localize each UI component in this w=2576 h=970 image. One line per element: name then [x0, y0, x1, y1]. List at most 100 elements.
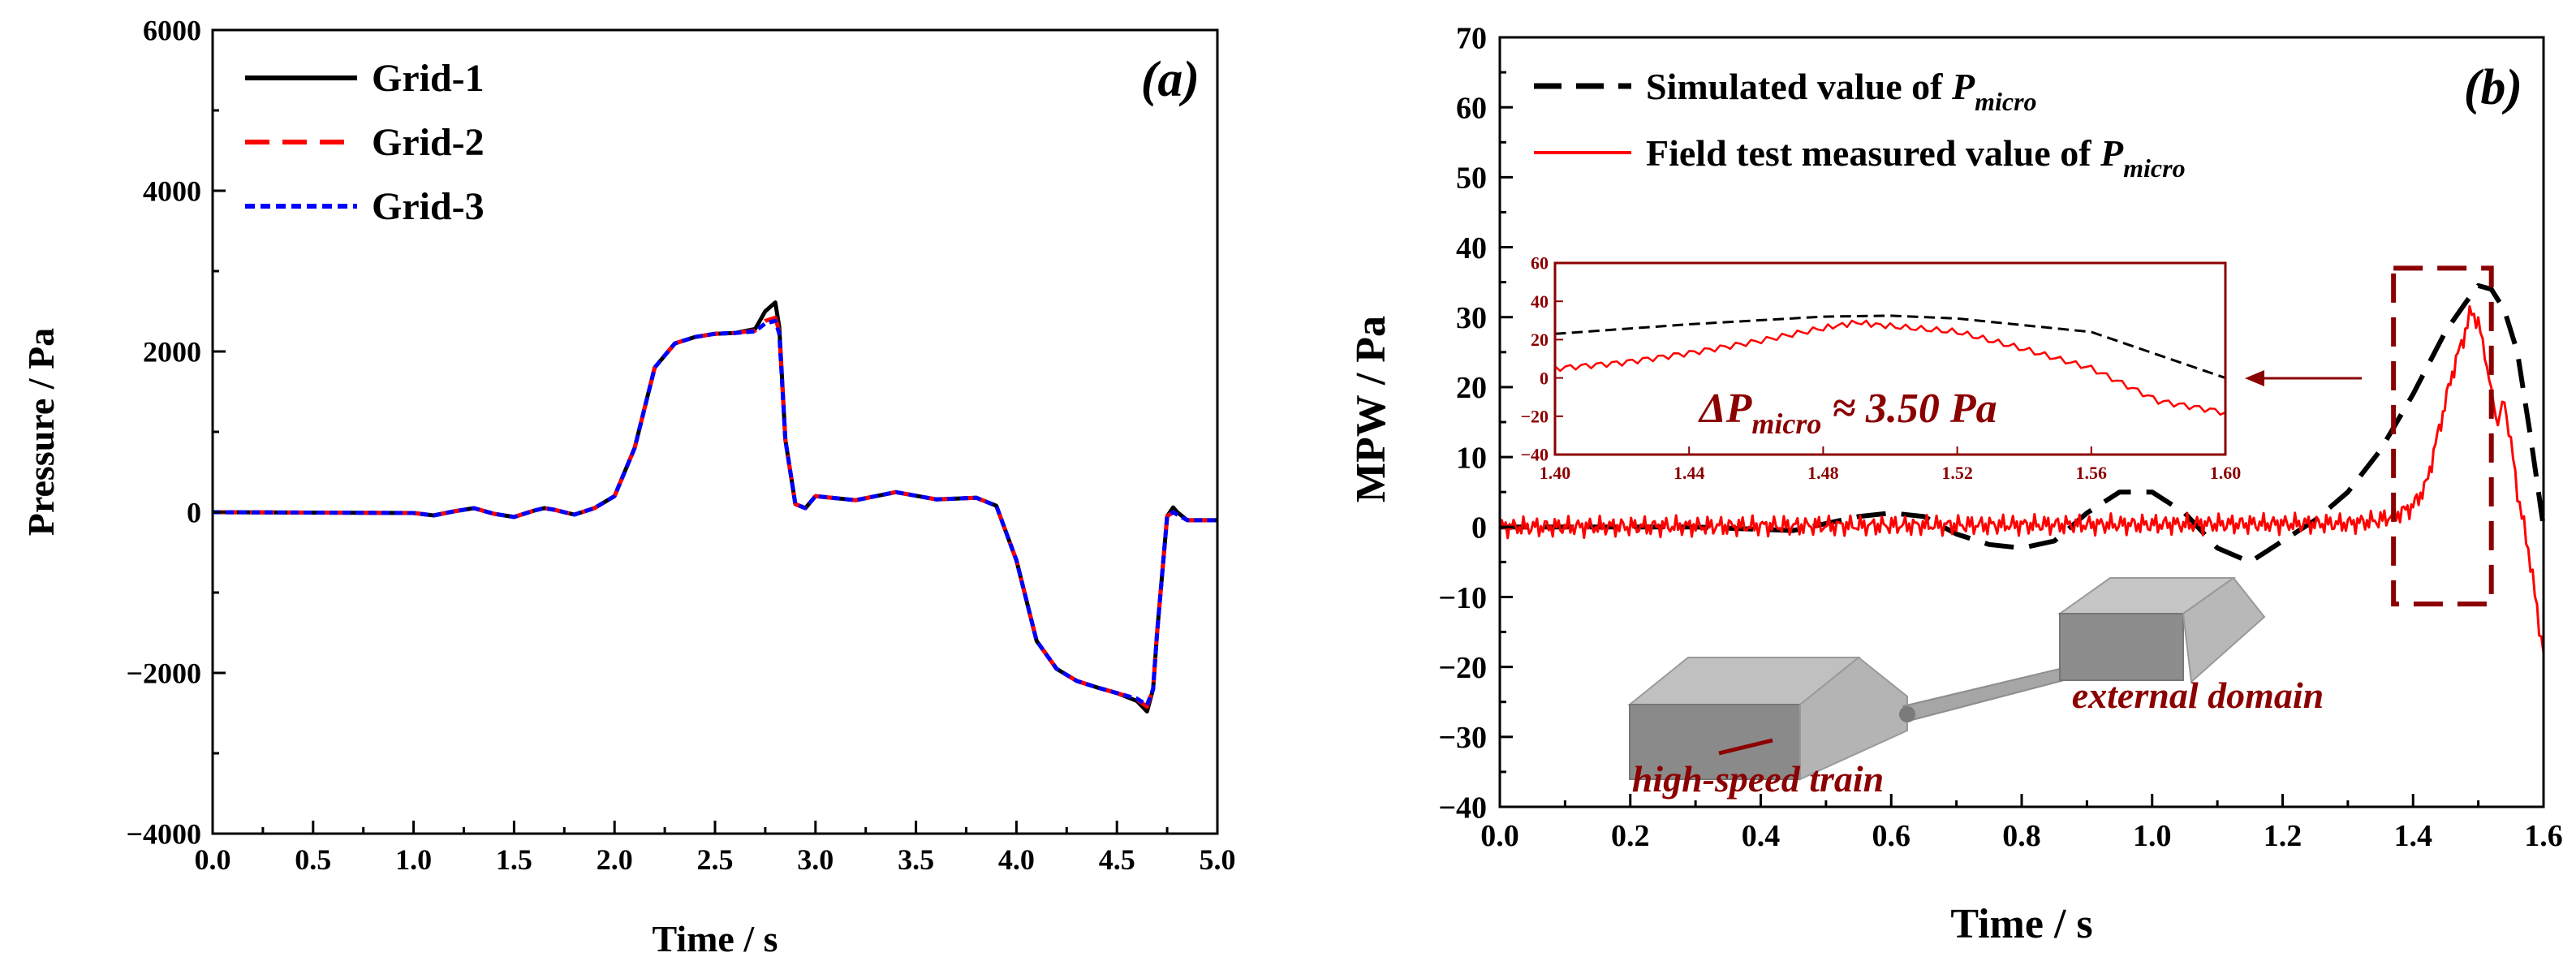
- legend-entry-grid-3: Grid-3: [245, 185, 485, 228]
- panel-a-y-tick-label: 0: [187, 497, 201, 529]
- panel-a-x-tick-label: 4.0: [998, 843, 1035, 876]
- inset-zoom-chart: 1.40 1.44 1.48 1.52 1.56 1.60 −40 −20 0 20 40 60 Δ…: [1520, 253, 2241, 483]
- panel-a-y-tick-label: 2000: [143, 336, 201, 369]
- panel-a-label: (a): [1141, 52, 1200, 107]
- legend-entry-grid-2: Grid-2: [245, 121, 485, 164]
- panel-b-y-axis-label: MPW / Pa: [1348, 316, 1394, 502]
- panel-b-y-tick-label: 0: [1471, 511, 1487, 545]
- panel-a-y-tick-label: 4000: [143, 175, 201, 208]
- panel-a-x-tick-label: 2.5: [697, 843, 734, 876]
- inset-y-tick-label: 40: [1531, 291, 1549, 312]
- panel-b-x-tick-label: 1.6: [2524, 819, 2563, 853]
- panel-b-x-tick-label: 1.0: [2133, 819, 2172, 853]
- panel-a-x-tick-label: 0.5: [295, 843, 331, 876]
- legend-entry-grid-1: Grid-1: [245, 57, 485, 100]
- panel-b-y-tick-label: −40: [1438, 791, 1487, 825]
- panel-b-x-tick-label: 0.8: [2002, 819, 2041, 853]
- panel-a-x-tick-label: 1.0: [395, 843, 432, 876]
- panel-b-y-tick-label: 30: [1456, 301, 1487, 335]
- panel-a-x-axis-label: Time / s: [652, 918, 778, 959]
- panel-b-x-tick-label: 0.6: [1872, 819, 1911, 853]
- panel-b-legend: Simulated value of Pmicro Field test mea…: [1534, 66, 2186, 183]
- tunnel-entrance: [1899, 706, 1915, 722]
- panel-a-x-tick-label: 3.5: [898, 843, 934, 876]
- inset-pointer-arrow: [2245, 370, 2362, 386]
- panel-b-x-tick-label: 1.4: [2394, 819, 2433, 853]
- high-speed-train-label: high-speed train: [1632, 758, 1885, 800]
- panel-a-y-axis-ticks: −4000 −2000 0 2000 4000 6000: [126, 15, 226, 851]
- panel-a-x-tick-label: 1.5: [496, 843, 532, 876]
- inset-series-line-1: [1554, 319, 2226, 416]
- zoom-region-box: [2391, 265, 2494, 607]
- inset-y-tick-label: 20: [1531, 330, 1549, 350]
- inset-delta-annotation: ΔPmicro ≈ 3.50 Pa: [1698, 386, 1997, 440]
- panel-b-series: [1498, 282, 2546, 653]
- panel-a-series-line-0: [212, 300, 1217, 713]
- inset-series-line-0: [1554, 314, 2226, 380]
- inset-x-tick-label: 1.48: [1807, 463, 1839, 483]
- panel-b-y-tick-label: −30: [1438, 721, 1487, 755]
- legend-entry-simulated: Simulated value of Pmicro: [1534, 66, 2037, 116]
- external-domain-front: [2059, 613, 2184, 681]
- panel-a-legend: Grid-1 Grid-2 Grid-3: [245, 57, 485, 228]
- inset-y-tick-label: 0: [1540, 368, 1549, 388]
- panel-b-x-axis-ticks: 0.0 0.2 0.4 0.6 0.8 1.0 1.2 1.4 1.6: [1480, 794, 2563, 853]
- inset-x-tick-label: 1.56: [2076, 463, 2108, 483]
- panel-b-series-line-0: [1500, 282, 2546, 565]
- panel-a-y-tick-label: −2000: [126, 657, 201, 690]
- panel-b-series-line-1: [1498, 305, 2545, 653]
- inset-y-tick-label: −40: [1520, 445, 1549, 465]
- panel-a-x-tick-label: 2.0: [597, 843, 633, 876]
- panel-a-y-tick-label: −4000: [126, 818, 201, 851]
- inset-x-tick-label: 1.52: [1941, 463, 1973, 483]
- panel-b-y-axis-ticks: −40 −30 −20 −10 0 10 20 30 40 50 60 70: [1438, 21, 1513, 825]
- panel-a-x-tick-label: 0.0: [195, 843, 231, 876]
- legend-label-grid-1: Grid-1: [372, 57, 485, 100]
- legend-label-grid-3: Grid-3: [372, 185, 485, 228]
- legend-entry-field-test: Field test measured value of Pmicro: [1534, 132, 2186, 183]
- x-axis-label-text: Time / s: [1950, 901, 2092, 947]
- panel-b-y-tick-label: 20: [1456, 371, 1487, 405]
- panel-b-x-tick-label: 1.2: [2264, 819, 2302, 853]
- panel-b-y-tick-label: 50: [1456, 162, 1487, 196]
- panel-b-x-tick-label: 0.2: [1611, 819, 1650, 853]
- panel-b-x-tick-label: 0.4: [1742, 819, 1781, 853]
- panel-b-x-tick-label: 0.0: [1480, 819, 1519, 853]
- inset-series: [1554, 314, 2226, 416]
- inset-y-tick-label: −20: [1520, 407, 1549, 427]
- panel-b-y-tick-label: 40: [1456, 231, 1487, 265]
- legend-label-grid-2: Grid-2: [372, 121, 485, 164]
- inset-frame: [1553, 261, 2227, 456]
- panel-a-x-tick-label: 3.0: [797, 843, 834, 876]
- inset-x-axis-ticks: 1.40 1.44 1.48 1.52 1.56 1.60: [1540, 446, 2242, 483]
- panel-b: high-speed train external domain 0.0 0.2 0…: [1348, 21, 2563, 947]
- external-domain-side: [2182, 576, 2266, 684]
- panel-b-y-tick-label: 60: [1456, 91, 1487, 125]
- panel-a-y-tick-label: 6000: [143, 15, 201, 47]
- inset-x-tick-label: 1.44: [1674, 463, 1705, 483]
- panel-b-y-tick-label: 10: [1456, 441, 1487, 475]
- panel-a-x-tick-label: 4.5: [1099, 843, 1135, 876]
- panel-a-plot-frame: [211, 28, 1219, 835]
- legend-label-simulated: Simulated value of Pmicro: [1646, 66, 2037, 116]
- inset-y-axis-ticks: −40 −20 0 20 40 60: [1520, 253, 1563, 465]
- panel-a-y-axis-label: Pressure / Pa: [20, 328, 62, 536]
- external-domain-label: external domain: [2072, 675, 2324, 716]
- inset-x-tick-label: 1.60: [2210, 463, 2242, 483]
- inset-x-tick-label: 1.40: [1540, 463, 1571, 483]
- panel-a-series-line-2: [212, 318, 1217, 708]
- panel-b-label: (b): [2464, 60, 2522, 115]
- measurement-line: [1718, 738, 1773, 756]
- panel-b-x-axis-label: Time / s: [1950, 901, 2092, 947]
- legend-label-field-test: Field test measured value of Pmicro: [1646, 132, 2186, 183]
- panel-a-series: [212, 300, 1217, 713]
- panel-b-y-tick-label: 70: [1456, 21, 1487, 55]
- panel-b-y-tick-label: −20: [1438, 651, 1487, 685]
- panel-a-x-tick-label: 5.0: [1200, 843, 1236, 876]
- panel-a-x-axis-ticks: 0.0 0.5 1.0 1.5 2.0 2.5 3.0 3.5 4.0 4.5 5.0: [195, 821, 1236, 876]
- train-tunnel-model-illustration: high-speed train external domain: [1627, 576, 2324, 800]
- panel-b-y-tick-label: −10: [1438, 581, 1487, 615]
- arrow-head: [2245, 370, 2264, 386]
- inset-y-tick-label: 60: [1531, 253, 1549, 274]
